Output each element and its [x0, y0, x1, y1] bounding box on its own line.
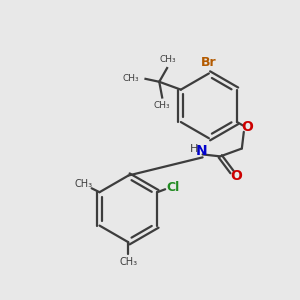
Text: Cl: Cl — [167, 181, 180, 194]
Text: H: H — [190, 143, 198, 154]
Text: CH₃: CH₃ — [154, 101, 170, 110]
Text: CH₃: CH₃ — [160, 55, 176, 64]
Text: Br: Br — [201, 56, 217, 68]
Text: O: O — [230, 169, 242, 183]
Text: O: O — [241, 120, 253, 134]
Text: CH₃: CH₃ — [75, 179, 93, 189]
Text: CH₃: CH₃ — [119, 257, 137, 267]
Text: N: N — [196, 145, 207, 158]
Text: CH₃: CH₃ — [123, 74, 140, 83]
